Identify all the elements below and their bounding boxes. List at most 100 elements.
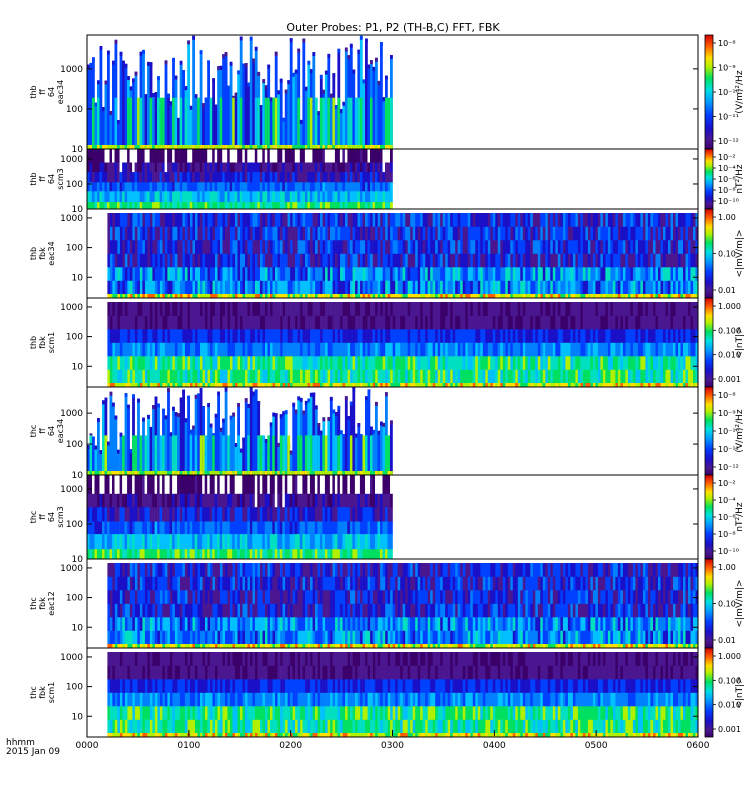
y-tick-label: 10: [72, 362, 84, 372]
colorbar-tick-label: 10⁻⁶: [718, 513, 736, 522]
panel-ylabel: fbk: [38, 247, 47, 260]
colorbar-tick-label: 10⁻¹⁰: [718, 547, 739, 556]
colorbar-tick-label: 10⁻¹⁰: [718, 197, 739, 206]
panel-ylabel: thc: [29, 597, 38, 610]
colorbar-tick-label: 1.00: [718, 563, 736, 572]
panel-ylabel: scm1: [47, 332, 56, 353]
spectrogram-image: [87, 387, 393, 475]
time-axis-label-hhmm: hhmm: [6, 738, 35, 748]
panel-ylabel: thb: [29, 336, 38, 349]
panel-ylabel: 64: [47, 426, 56, 436]
y-tick-label: 10: [72, 555, 84, 565]
y-tick-label: 100: [66, 180, 83, 190]
x-tick-label: 0200: [279, 741, 302, 751]
panel-ylabel: scm3: [56, 168, 65, 189]
x-tick-label: 0500: [585, 741, 608, 751]
x-tick-label: 0100: [177, 741, 200, 751]
panel-ylabel: thc: [29, 511, 38, 524]
colorbar-tick-label: 0.001: [718, 725, 741, 734]
colorbar-tick-label: 10⁻⁸: [718, 186, 736, 195]
colorbar-tick-label: 1.000: [718, 302, 741, 311]
panel-ylabel: thc: [29, 425, 38, 438]
panel-ylabel: thb: [29, 85, 38, 98]
panel-thb-fbk-scm1: 10 100 1000 thb fbk scm1 1.000 0.100 0.010 0.001 <…: [29, 297, 745, 388]
panel-thb-fbk-eac34: 10 100 1000 thb fbk eac34 1.00 0.10 0.01 <|mV/m|>: [29, 208, 745, 299]
colorbar-tick-label: 10⁻²: [718, 479, 736, 488]
panel-ylabel: fbk: [38, 597, 47, 610]
colorbar-tick-label: 10⁻¹²: [718, 463, 739, 472]
x-tick-label: 0300: [381, 741, 404, 751]
colorbar-tick-label: 0.10: [718, 250, 736, 259]
panel-ylabel: fbk: [38, 686, 47, 699]
y-tick-label: 10: [72, 712, 84, 722]
panel-frame: [86, 647, 699, 738]
y-tick-label: 10: [72, 471, 84, 481]
y-tick-label: 10: [72, 145, 84, 155]
colorbar-label: <|nT|>: [735, 326, 745, 358]
colorbar-tick-label: 10⁻⁸: [718, 530, 736, 539]
panel-ylabel: 64: [47, 174, 56, 184]
panel-thc-fbk-scm1: 10 100 1000 thc fbk scm1 1.000 0.100 0.010 0.001 <…: [29, 647, 745, 738]
panel-ylabel: eac34: [47, 241, 56, 265]
colorbar: 10⁻² 10⁻⁴ 10⁻⁶ 10⁻⁸ 10⁻¹⁰ nT²/Hz: [704, 148, 745, 210]
colorbar-tick-label: 10⁻¹²: [718, 137, 739, 146]
colorbar-tick-label: 0.01: [718, 286, 736, 295]
y-tick-label: 1000: [60, 485, 83, 495]
y-tick-label: 10: [72, 205, 84, 215]
colorbar-tick-label: 0.010: [718, 351, 741, 360]
y-tick-label: 1000: [60, 65, 83, 75]
colorbar: 1.00 0.10 0.01 <|mV/m|>: [704, 558, 745, 649]
panel-ylabel: thb: [29, 247, 38, 260]
colorbar-tick-label: 0.100: [718, 676, 741, 685]
y-tick-label: 1000: [60, 214, 83, 224]
colorbar-tick-label: 0.010: [718, 701, 741, 710]
colorbar: 1.000 0.100 0.010 0.001 <|nT|>: [704, 647, 745, 738]
spectrogram-image: [107, 563, 699, 648]
spectrogram-image: [87, 149, 393, 210]
y-tick-label: 100: [66, 333, 83, 343]
colorbar-label: <|mV/m|>: [735, 580, 745, 628]
time-axis-label-date: 2015 Jan 09: [6, 747, 60, 757]
panel-ylabel: ff: [38, 428, 47, 434]
panel-thb-ff-scm3: 10 100 1000 thb ff 64 scm3 10⁻² 10⁻⁴ 10⁻⁶ 10⁻⁸ 10⁻¹…: [29, 148, 745, 215]
y-tick-label: 1000: [60, 564, 83, 574]
panel-ylabel: eac34: [56, 419, 65, 443]
colorbar: 10⁻² 10⁻⁴ 10⁻⁶ 10⁻⁸ 10⁻¹⁰ nT²/Hz: [704, 474, 745, 560]
spectrogram-image: [107, 652, 699, 737]
colorbar: 1.00 0.10 0.01 <|mV/m|>: [704, 208, 745, 299]
colorbar-tick-label: 10⁻⁴: [718, 164, 736, 173]
spectrogram-image: [107, 302, 699, 387]
y-tick-label: 1000: [60, 303, 83, 313]
y-tick-label: 1000: [60, 155, 83, 165]
y-tick-label: 100: [66, 440, 83, 450]
colorbar-label: nT²/Hz: [735, 502, 745, 532]
x-tick-label: 0000: [76, 741, 99, 751]
panel-ylabel: eac12: [47, 591, 56, 615]
colorbar-tick-label: 10⁻⁹: [718, 64, 736, 73]
y-tick-label: 100: [66, 520, 83, 530]
y-tick-label: 1000: [60, 653, 83, 663]
spectrogram-image: [107, 213, 699, 298]
chart-title: Outer Probes: P1, P2 (TH-B,C) FFT, FBK: [286, 21, 500, 34]
colorbar-tick-label: 10⁻¹⁰: [718, 88, 739, 97]
colorbar-tick-label: 10⁻⁸: [718, 39, 736, 48]
y-tick-label: 100: [66, 594, 83, 604]
colorbar: 1.000 0.100 0.010 0.001 <|nT|>: [704, 297, 745, 388]
panel-ylabel: fbk: [38, 336, 47, 349]
x-tick-label: 0400: [483, 741, 506, 751]
colorbar-tick-label: 10⁻¹¹: [718, 113, 739, 122]
panel-ylabel: scm1: [47, 682, 56, 703]
panel-thc-fbk-eac12: 10 100 1000 thc fbk eac12 1.00 0.10 0.01 <|mV/m|>: [29, 558, 745, 649]
colorbar-tick-label: 10⁻²: [718, 153, 736, 162]
panel-thc-ff-scm3: 10 100 1000 thc ff 64 scm3 10⁻² 10⁻⁴ 10⁻⁶ 10⁻⁸ 10⁻¹…: [29, 474, 745, 565]
colorbar-tick-label: 10⁻⁹: [718, 409, 736, 418]
colorbar-tick-label: 10⁻⁴: [718, 496, 736, 505]
colorbar-tick-label: 0.001: [718, 375, 741, 384]
colorbar-label: <|nT|>: [735, 676, 745, 708]
colorbar-label: <|mV/m|>: [735, 230, 745, 278]
colorbar-tick-label: 10⁻⁶: [718, 175, 736, 184]
y-tick-label: 100: [66, 244, 83, 254]
